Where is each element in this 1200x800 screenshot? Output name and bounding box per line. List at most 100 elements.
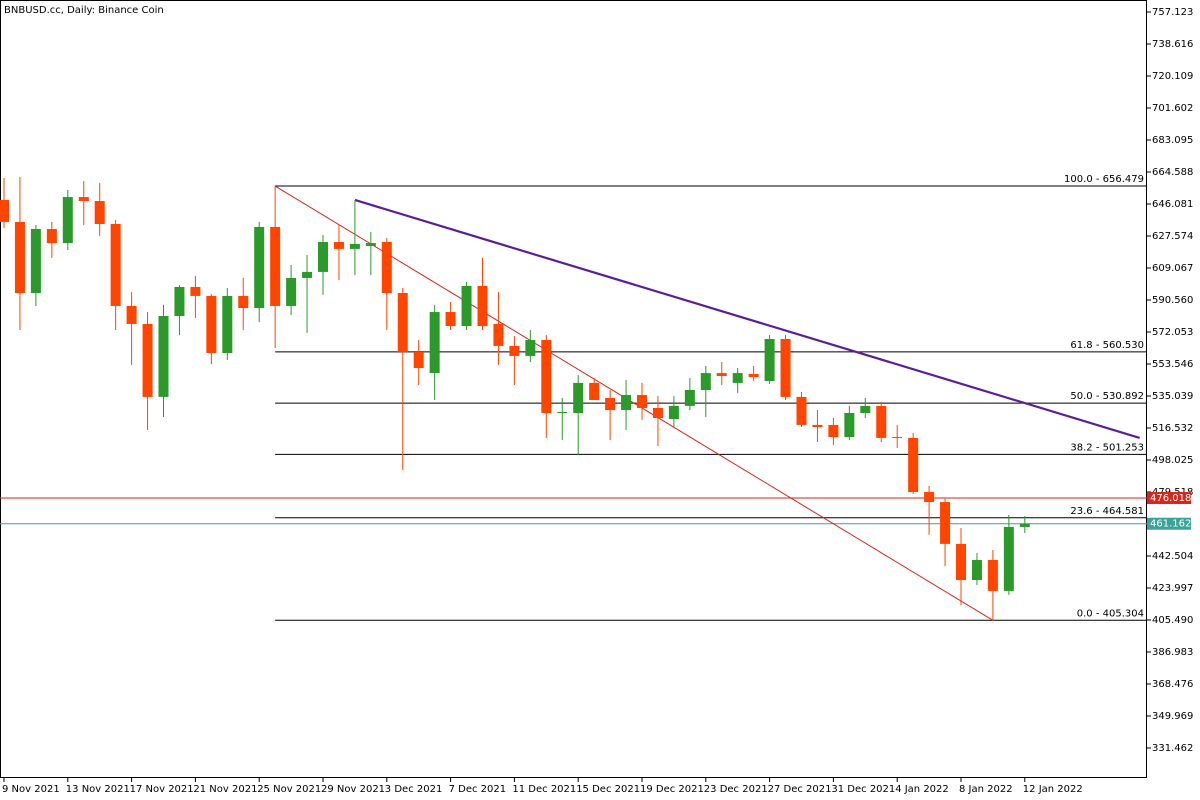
x-tick-label: 12 Jan 2022 xyxy=(1023,784,1083,795)
candle-body xyxy=(987,559,998,591)
trendline xyxy=(274,185,994,621)
candle-body xyxy=(397,293,408,352)
candle-body xyxy=(1003,526,1014,591)
candle-body xyxy=(445,312,456,327)
y-tick-label: 572.053 xyxy=(1152,327,1193,338)
y-tick-label: 609.067 xyxy=(1152,263,1193,274)
candle-body xyxy=(637,395,647,408)
candle-body xyxy=(190,286,201,296)
candle-body xyxy=(413,351,424,369)
x-tick-label: 25 Nov 2021 xyxy=(257,784,321,795)
candle-body xyxy=(684,390,695,406)
candle-body xyxy=(1019,523,1030,527)
candle-body xyxy=(573,382,584,413)
x-tick-label: 9 Nov 2021 xyxy=(2,784,60,795)
x-tick-label: 7 Dec 2021 xyxy=(449,784,507,795)
candle-body xyxy=(270,226,281,306)
candle-body xyxy=(876,405,887,438)
x-tick-label: 27 Dec 2021 xyxy=(768,784,832,795)
candle-body xyxy=(700,373,711,391)
candle-body xyxy=(652,407,663,419)
fib-label: 23.6 - 464.581 xyxy=(1070,506,1144,517)
candle-body xyxy=(46,229,57,244)
candle-body xyxy=(14,221,25,294)
plot-frame xyxy=(0,0,1147,778)
candle-body xyxy=(908,437,919,493)
price-box xyxy=(1147,492,1191,505)
candle-body xyxy=(748,373,759,378)
candle-body xyxy=(828,424,839,438)
y-tick-label: 646.081 xyxy=(1152,199,1193,210)
y-tick-label: 701.602 xyxy=(1152,103,1193,114)
candle-body xyxy=(764,338,775,382)
candle-body xyxy=(477,285,488,327)
y-tick-label: 738.616 xyxy=(1152,39,1193,50)
candle-body xyxy=(844,412,855,438)
y-tick-label: 442.504 xyxy=(1152,551,1193,562)
candle-body xyxy=(940,502,951,544)
x-tick-label: 15 Dec 2021 xyxy=(576,784,640,795)
y-tick-label: 423.997 xyxy=(1152,583,1193,594)
y-tick-label: 516.532 xyxy=(1152,423,1193,434)
candle-body xyxy=(956,543,966,581)
fib-label: 61.8 - 560.530 xyxy=(1070,340,1144,351)
candle-body xyxy=(668,405,679,420)
fib-label: 100.0 - 656.479 xyxy=(1064,174,1144,185)
candle-body xyxy=(429,312,440,374)
candle-body xyxy=(716,373,727,376)
candle-body xyxy=(365,243,376,246)
candle-body xyxy=(333,241,344,249)
fib-label: 0.0 - 405.304 xyxy=(1077,608,1144,619)
y-tick-label: 498.025 xyxy=(1152,455,1193,466)
candle-body xyxy=(254,226,265,309)
x-tick-label: 8 Jan 2022 xyxy=(959,784,1013,795)
candle-body xyxy=(971,559,982,581)
candle-body xyxy=(30,229,41,294)
candle-body xyxy=(126,305,137,324)
x-tick-label: 13 Nov 2021 xyxy=(66,784,130,795)
candle-body xyxy=(174,286,185,316)
candle-body xyxy=(525,340,536,356)
x-tick-label: 4 Jan 2022 xyxy=(895,784,949,795)
x-tick-label: 29 Nov 2021 xyxy=(321,784,385,795)
chart-title: BNBUSD.cc, Daily: Binance Coin xyxy=(4,5,164,16)
price-box-label: 461.162 xyxy=(1150,519,1191,530)
y-tick-label: 331.462 xyxy=(1152,743,1193,754)
candle-body xyxy=(493,323,504,346)
y-tick-label: 757.123 xyxy=(1152,7,1193,18)
y-tick-label: 627.574 xyxy=(1152,231,1193,242)
candle-body xyxy=(94,201,105,225)
candle-body xyxy=(589,382,600,401)
y-tick-label: 590.560 xyxy=(1152,295,1193,306)
candle-body xyxy=(238,295,249,309)
candle-body xyxy=(461,285,472,327)
x-tick-label: 21 Nov 2021 xyxy=(193,784,257,795)
y-tick-label: 405.490 xyxy=(1152,615,1193,626)
candle-body xyxy=(509,345,520,356)
trendline xyxy=(354,198,1140,439)
candle-body xyxy=(110,224,121,306)
candle-body xyxy=(222,295,233,354)
candle-body xyxy=(302,271,313,278)
y-tick-label: 683.095 xyxy=(1152,135,1193,146)
candle-body xyxy=(860,405,871,413)
x-tick-label: 3 Dec 2021 xyxy=(385,784,443,795)
candle-body xyxy=(206,295,217,354)
price-box xyxy=(1147,517,1191,530)
y-tick-label: 368.476 xyxy=(1152,679,1193,690)
fib-label: 38.2 - 501.253 xyxy=(1070,442,1144,453)
y-tick-label: 553.546 xyxy=(1152,359,1193,370)
candle-body xyxy=(0,199,9,222)
y-tick-label: 349.969 xyxy=(1152,711,1193,722)
y-tick-label: 535.039 xyxy=(1152,391,1193,402)
candle-body xyxy=(924,492,935,503)
candle-body xyxy=(349,243,360,249)
x-tick-label: 19 Dec 2021 xyxy=(640,784,704,795)
x-tick-label: 31 Dec 2021 xyxy=(831,784,895,795)
candle-body xyxy=(158,315,169,397)
candle-body xyxy=(796,396,807,425)
x-tick-label: 11 Dec 2021 xyxy=(512,784,576,795)
x-tick-label: 17 Nov 2021 xyxy=(130,784,194,795)
y-tick-label: 386.983 xyxy=(1152,647,1193,658)
